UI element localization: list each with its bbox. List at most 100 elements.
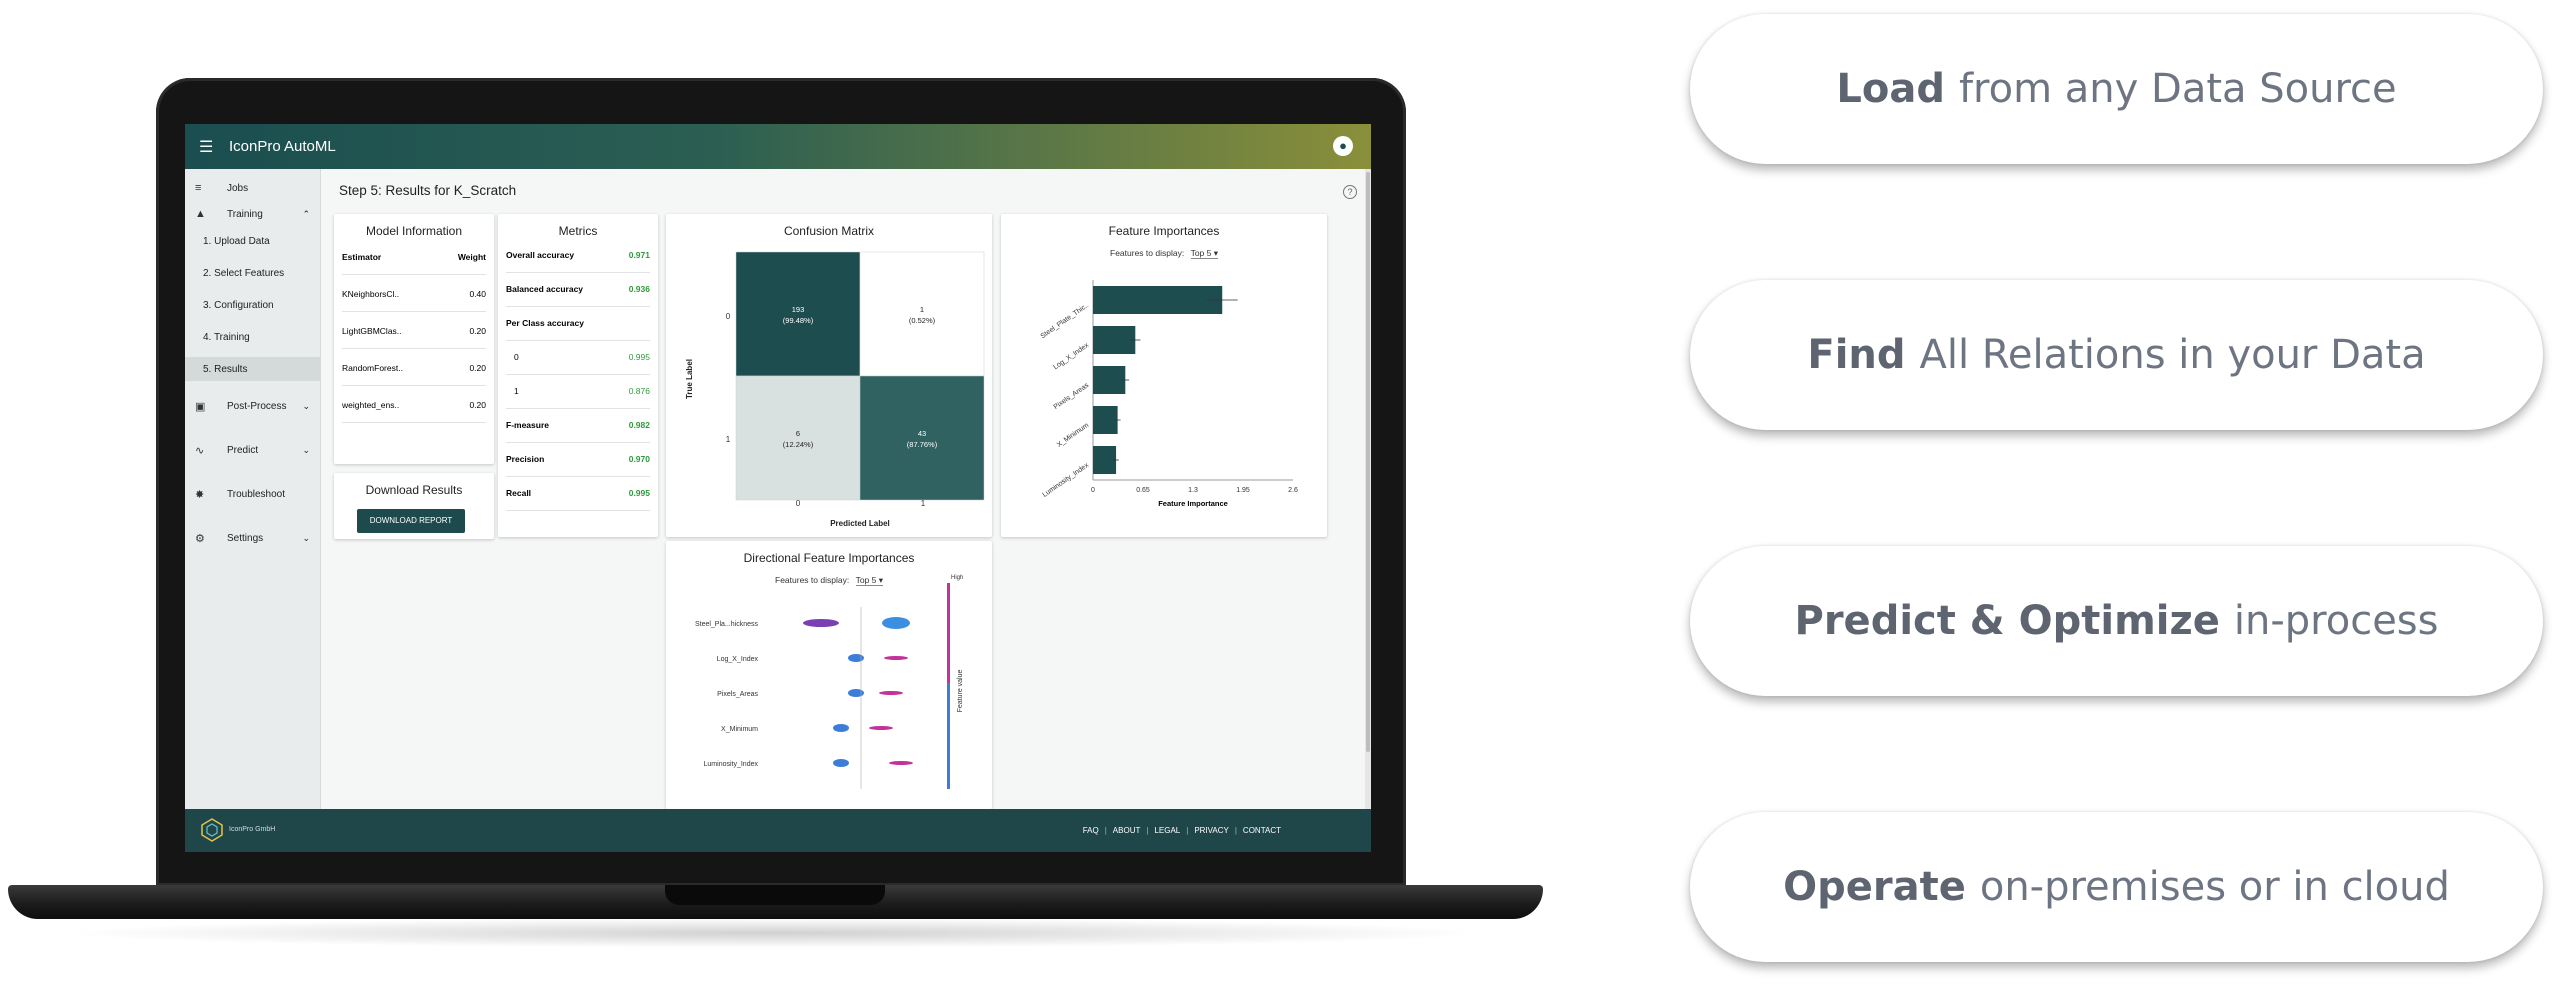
company-logo bbox=[201, 818, 223, 842]
sidebar-item-label: Training bbox=[227, 208, 263, 220]
sidebar-subitem-results[interactable]: 5. Results bbox=[185, 357, 320, 381]
metric-value: 0.995 bbox=[628, 352, 650, 362]
feature-pill-predict: Predict & Optimize in-process bbox=[1690, 546, 2543, 696]
weight-cell: 0.40 bbox=[469, 289, 486, 299]
table-row: KNeighborsCl.. 0.40 bbox=[342, 277, 486, 312]
directional-display-selector: Features to display: Top 5 ▾ bbox=[666, 575, 992, 586]
metric-label: 0 bbox=[514, 352, 519, 362]
metric-value: 0.971 bbox=[628, 250, 650, 260]
pill-text: from any Data Source bbox=[1958, 66, 2397, 112]
checkbox-icon: ▣ bbox=[195, 400, 206, 413]
metric-row: 0 0.995 bbox=[506, 340, 650, 375]
metric-row: Overall accuracy 0.971 bbox=[506, 238, 650, 273]
metric-label: 1 bbox=[514, 386, 519, 396]
directional-swarm-cluster bbox=[848, 689, 864, 697]
footer-link-faq[interactable]: FAQ bbox=[1082, 826, 1099, 835]
confusion-cell-count: 43 bbox=[918, 429, 926, 438]
sidebar-item-predict[interactable]: ∿ Predict ⌄ bbox=[185, 437, 320, 463]
estimator-cell: LightGBMClas.. bbox=[342, 326, 402, 336]
directional-feature-importances-card: Directional Feature Importances Features… bbox=[666, 541, 992, 809]
confusion-cell-count: 193 bbox=[792, 305, 805, 314]
sidebar-subitem-label: 1. Upload Data bbox=[203, 235, 270, 247]
metric-label: Precision bbox=[506, 454, 545, 464]
sidebar-subitem-configuration[interactable]: 3. Configuration bbox=[185, 293, 320, 317]
app-bar: ☰ IconPro AutoML ● bbox=[185, 124, 1371, 169]
confusion-ytick-1: 1 bbox=[726, 435, 731, 444]
features-display-value: Top 5 bbox=[1190, 248, 1212, 258]
sidebar-item-label: Settings bbox=[227, 532, 264, 544]
x-tick-label: 0.65 bbox=[1136, 487, 1150, 494]
feature-pill-find: Find All Relations in your Data bbox=[1690, 280, 2543, 430]
metrics-card: Metrics Overall accuracy 0.971 Balanced ac… bbox=[498, 214, 658, 537]
page-title: Step 5: Results for K_Scratch bbox=[339, 183, 517, 198]
sidebar-subitem-label: 3. Configuration bbox=[203, 299, 274, 311]
sidebar-subitem-select-features[interactable]: 2. Select Features bbox=[185, 261, 320, 285]
confusion-xtick-1: 1 bbox=[921, 499, 926, 508]
estimator-cell: RandomForest.. bbox=[342, 363, 403, 373]
model-information-title: Model Information bbox=[365, 224, 463, 238]
laptop-screen: ☰ IconPro AutoML ● ≡ Jobs ▲ Training ⌃ 1… bbox=[185, 124, 1371, 852]
footer-link-privacy[interactable]: PRIVACY bbox=[1194, 826, 1229, 835]
laptop-notch bbox=[665, 885, 885, 905]
metric-row: Balanced accuracy 0.936 bbox=[506, 272, 650, 307]
trending-icon: ∿ bbox=[195, 444, 205, 457]
feature-bar bbox=[1093, 366, 1126, 394]
help-icon[interactable]: ? bbox=[1343, 185, 1357, 199]
confusion-cell-percent: (99.48%) bbox=[783, 316, 814, 325]
sidebar-subitem-label: 5. Results bbox=[203, 363, 248, 375]
footer-link-about[interactable]: ABOUT bbox=[1112, 826, 1141, 835]
pill-bold-text: Load bbox=[1836, 66, 1945, 112]
directional-display-select[interactable]: Top 5 ▾ bbox=[855, 575, 883, 586]
colorbar bbox=[947, 583, 950, 789]
directional-swarm-cluster bbox=[869, 726, 893, 730]
footer-separator: | bbox=[1186, 826, 1189, 835]
footer-separator: | bbox=[1146, 826, 1149, 835]
footer-links: FAQ | ABOUT | LEGAL | PRIVACY | CONTACT bbox=[1083, 826, 1281, 835]
sidebar-item-jobs[interactable]: ≡ Jobs bbox=[185, 175, 320, 201]
confusion-cell bbox=[735, 375, 861, 501]
chevron-down-icon: ⌄ bbox=[302, 444, 310, 455]
metric-value: 0.970 bbox=[628, 454, 650, 464]
sidebar-subitem-upload-data[interactable]: 1. Upload Data bbox=[185, 229, 320, 253]
directional-feature-label: X_Minimum bbox=[721, 726, 758, 733]
sidebar-item-training[interactable]: ▲ Training ⌃ bbox=[185, 201, 320, 227]
feature-importances-chart: Steel_Plate_Thic..Log_X_Index Pixels_Area… bbox=[1040, 280, 1298, 508]
feature-tick-label: Steel_Plate_Thic.. bbox=[1040, 302, 1091, 340]
account-icon[interactable]: ● bbox=[1333, 136, 1353, 156]
metric-label: Recall bbox=[506, 488, 532, 498]
sidebar-item-settings[interactable]: ⚙ Settings ⌄ bbox=[185, 525, 320, 551]
sidebar-subitem-training[interactable]: 4. Training bbox=[185, 325, 320, 349]
footer-link-legal[interactable]: LEGAL bbox=[1154, 826, 1181, 835]
pill-text: on-premises or in cloud bbox=[1979, 864, 2450, 910]
sidebar-item-post-process[interactable]: ▣ Post-Process ⌄ bbox=[185, 393, 320, 419]
feature-bar bbox=[1093, 406, 1118, 434]
features-display-selector: Features to display: Top 5 ▾ bbox=[1001, 248, 1327, 259]
metrics-title: Metrics bbox=[558, 224, 598, 238]
download-results-card: Download Results DOWNLOAD REPORT bbox=[334, 473, 494, 539]
download-report-button[interactable]: DOWNLOAD REPORT bbox=[357, 509, 465, 533]
download-results-title: Download Results bbox=[365, 483, 463, 497]
confusion-cell-percent: (0.52%) bbox=[909, 316, 936, 325]
metric-row: Precision 0.970 bbox=[506, 442, 650, 477]
sidebar-item-troubleshoot[interactable]: ✸ Troubleshoot bbox=[185, 481, 320, 507]
pill-bold-text: Operate bbox=[1783, 864, 1966, 910]
sidebar-item-label: Predict bbox=[227, 444, 259, 456]
features-display-select[interactable]: Top 5 ▾ bbox=[1190, 248, 1218, 259]
metric-row: F-measure 0.982 bbox=[506, 408, 650, 443]
directional-feature-label: Luminosity_Index bbox=[704, 761, 759, 768]
menu-icon[interactable]: ☰ bbox=[199, 138, 214, 156]
sidebar: ≡ Jobs ▲ Training ⌃ 1. Upload Data 2. Se… bbox=[185, 169, 321, 809]
metric-label: Overall accuracy bbox=[506, 250, 575, 260]
sidebar-item-label: Post-Process bbox=[227, 400, 287, 412]
directional-swarm-cluster bbox=[833, 759, 849, 767]
main-content: Step 5: Results for K_Scratch ? Model In… bbox=[321, 169, 1371, 809]
x-tick-label: 1.95 bbox=[1236, 487, 1250, 494]
colorbar-high-segment bbox=[947, 583, 950, 683]
pill-text: All Relations in your Data bbox=[1919, 332, 2426, 378]
scrollbar-thumb[interactable] bbox=[1366, 172, 1370, 752]
model-information-card: Model Information Estimator Weight KNeig… bbox=[334, 214, 494, 464]
directional-display-value: Top 5 bbox=[855, 575, 877, 585]
weight-cell: 0.20 bbox=[469, 400, 486, 410]
x-tick-label: 2.6 bbox=[1288, 487, 1298, 494]
footer-link-contact[interactable]: CONTACT bbox=[1242, 826, 1281, 835]
